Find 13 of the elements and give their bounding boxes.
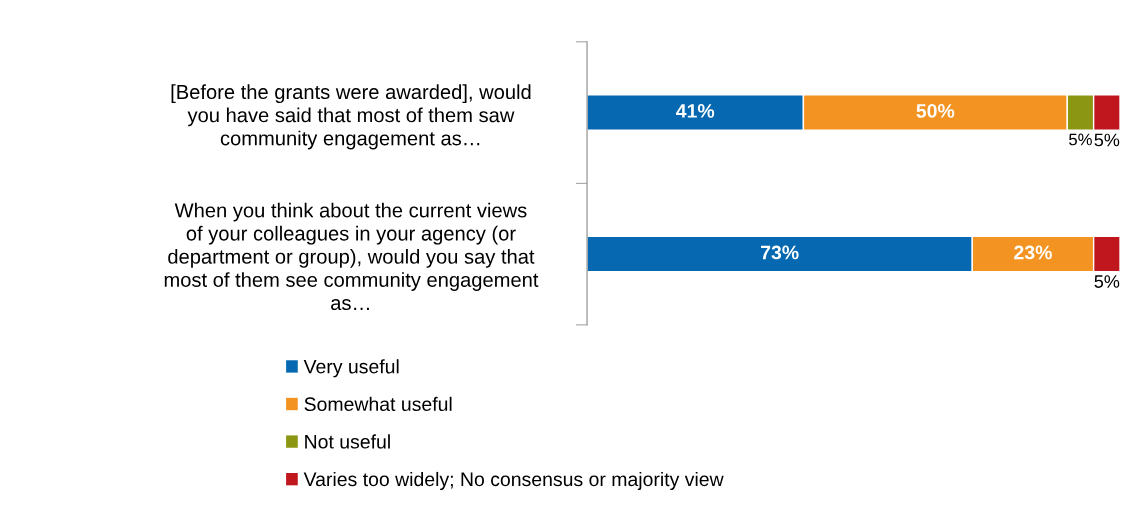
data-label: 5% [1069, 133, 1092, 146]
data-label: 50% [916, 104, 955, 118]
data-label: 5% [1094, 133, 1120, 147]
data-label: 41% [676, 104, 715, 118]
legend-label: Somewhat useful [304, 396, 452, 412]
legend-label: Not useful [305, 434, 390, 449]
data-label: 23% [1014, 245, 1052, 260]
legend-label: Very useful [303, 359, 399, 378]
y-tick-label: When you think about the current views of your colleagues in your agency (or department or group), would you say that most of them see community engagement as… [164, 202, 539, 311]
data-label: 73% [761, 245, 799, 260]
y-tick-label: [Before the grants were awarded], would you have said that most of them saw community engagement as… [171, 84, 531, 150]
data-label: 5% [1094, 275, 1120, 288]
legend-label: Varies too widely; No consensus or majority view [303, 471, 724, 491]
